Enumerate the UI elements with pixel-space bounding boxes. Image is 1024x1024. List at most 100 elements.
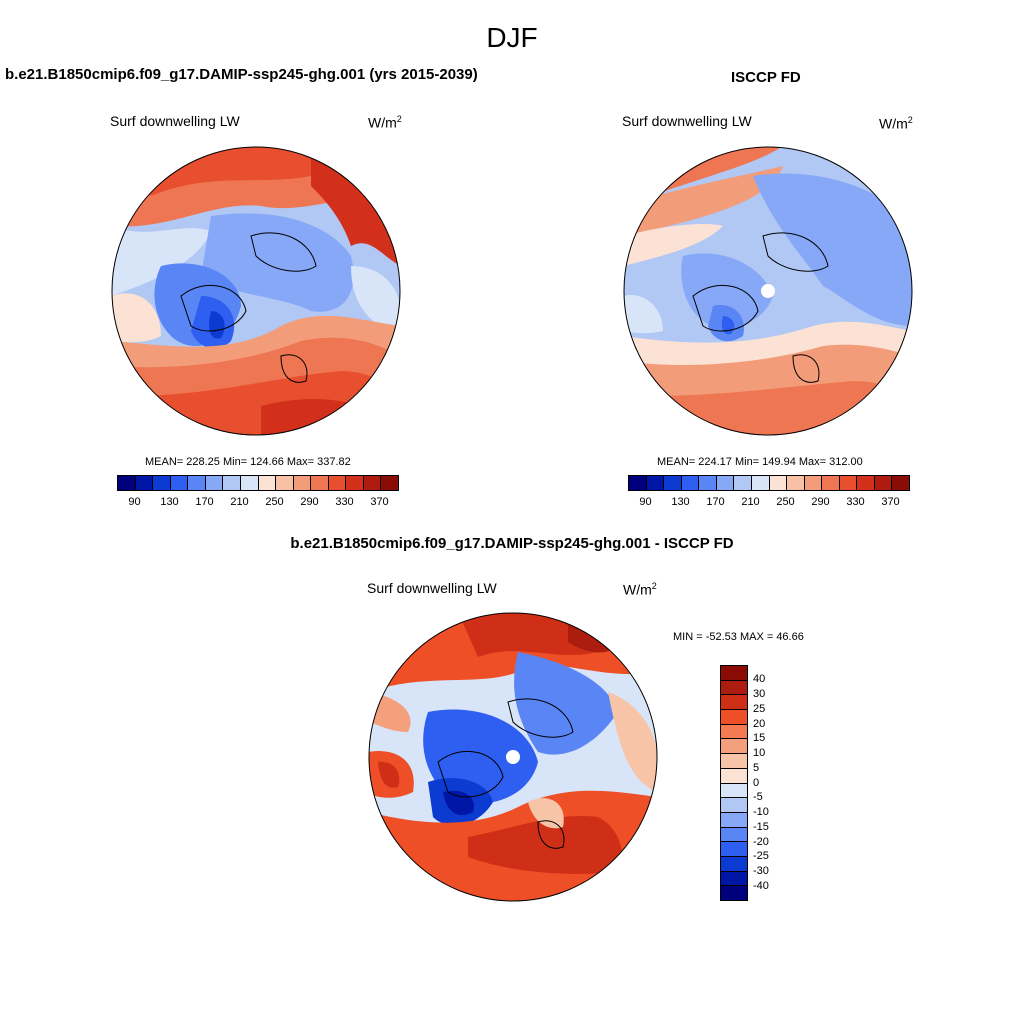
colorbar-swatch [346,476,364,490]
model-stats: MEAN= 228.25 Min= 124.66 Max= 337.82 [145,456,351,468]
colorbar-swatch [721,724,747,740]
model-panel-title: b.e21.B1850cmip6.f09_g17.DAMIP-ssp245-gh… [5,66,478,83]
model-variable-label: Surf downwelling LW [110,113,240,129]
colorbar-swatch [311,476,329,490]
colorbar-tick-label: 290 [811,496,830,508]
obs-polar-map [623,146,913,436]
colorbar-swatch [721,886,747,900]
colorbar-tick-label: 330 [335,496,354,508]
colorbar-swatch [874,476,893,490]
colorbar-swatch [205,476,224,490]
colorbar-swatch [681,476,700,490]
colorbar-tick-label: 210 [230,496,249,508]
diff-stats: MIN = -52.53 MAX = 46.66 [673,631,804,643]
colorbar-swatch [328,476,347,490]
colorbar-tick-label: 25 [753,702,766,715]
obs-panel-title: ISCCP FD [731,69,801,86]
colorbar-swatch [381,476,398,490]
colorbar-swatch [721,710,747,725]
colorbar-swatch [787,476,805,490]
colorbar-tick-label: 40 [753,673,766,686]
colorbar-tick-label: 250 [776,496,795,508]
diff-colorbar-ticks: 40 30 25 20 15 10 5 0 -5 -10 -15 -20 -25 -30 -40 [753,665,793,901]
colorbar-swatch [721,783,747,799]
colorbar-tick-label: 15 [753,732,766,745]
model-colorbar-ticks: 90 130 170 210 250 290 330 370 [117,496,397,510]
colorbar-swatch [721,798,747,813]
colorbar-tick-label: 290 [300,496,319,508]
colorbar-swatch [188,476,206,490]
colorbar-swatch [170,476,189,490]
diff-colorbar [720,665,748,901]
colorbar-tick-label: -15 [753,820,769,833]
colorbar-swatch [721,768,747,784]
colorbar-swatch [276,476,294,490]
colorbar-tick-label: 330 [846,496,865,508]
colorbar-swatch [721,680,747,696]
colorbar-tick-label: -5 [753,791,763,804]
colorbar-swatch [769,476,788,490]
colorbar-tick-label: 170 [706,496,725,508]
colorbar-tick-label: -30 [753,865,769,878]
colorbar-tick-label: 90 [128,496,141,508]
colorbar-tick-label: 370 [881,496,900,508]
season-title: DJF [486,22,538,53]
colorbar-swatch [363,476,382,490]
colorbar-swatch [721,666,747,681]
colorbar-swatch [721,739,747,755]
colorbar-swatch [804,476,823,490]
colorbar-tick-label: 90 [639,496,652,508]
diff-units-label: W/m2 [623,581,657,598]
colorbar-tick-label: 130 [671,496,690,508]
diff-polar-map [368,612,658,902]
colorbar-tick-label: -40 [753,879,769,892]
colorbar-swatch [857,476,875,490]
colorbar-tick-label: 10 [753,747,766,760]
colorbar-tick-label: 250 [265,496,284,508]
colorbar-tick-label: 370 [370,496,389,508]
colorbar-swatch [721,827,747,843]
colorbar-tick-label: 5 [753,761,760,774]
colorbar-tick-label: 0 [753,776,760,789]
colorbar-swatch [892,476,909,490]
colorbar-tick-label: 130 [160,496,179,508]
model-polar-map [111,146,401,436]
colorbar-swatch [721,842,747,857]
colorbar-swatch [223,476,241,490]
colorbar-swatch [822,476,840,490]
diff-panel-title: b.e21.B1850cmip6.f09_g17.DAMIP-ssp245-gh… [290,535,734,552]
model-units-label: W/m2 [368,114,402,131]
colorbar-tick-label: -20 [753,835,769,848]
colorbar-swatch [721,812,747,828]
model-colorbar [117,475,399,491]
diff-variable-label: Surf downwelling LW [367,580,497,596]
obs-variable-label: Surf downwelling LW [622,113,752,129]
colorbar-swatch [664,476,682,490]
colorbar-tick-label: -25 [753,850,769,863]
colorbar-swatch [646,476,665,490]
colorbar-swatch [135,476,154,490]
colorbar-swatch [734,476,752,490]
colorbar-swatch [153,476,171,490]
colorbar-tick-label: 210 [741,496,760,508]
colorbar-swatch [240,476,259,490]
colorbar-tick-label: 30 [753,688,766,701]
colorbar-swatch [293,476,312,490]
colorbar-swatch [629,476,647,490]
colorbar-swatch [839,476,858,490]
colorbar-swatch [721,695,747,711]
colorbar-swatch [751,476,770,490]
colorbar-swatch [721,856,747,872]
colorbar-swatch [716,476,735,490]
obs-colorbar-ticks: 90 130 170 210 250 290 330 370 [628,496,908,510]
colorbar-tick-label: -10 [753,806,769,819]
colorbar-swatch [699,476,717,490]
colorbar-swatch [258,476,277,490]
obs-units-label: W/m2 [879,115,913,132]
colorbar-tick-label: 170 [195,496,214,508]
obs-stats: MEAN= 224.17 Min= 149.94 Max= 312.00 [657,456,863,468]
colorbar-swatch [118,476,136,490]
colorbar-swatch [721,871,747,887]
obs-colorbar [628,475,910,491]
colorbar-swatch [721,754,747,769]
